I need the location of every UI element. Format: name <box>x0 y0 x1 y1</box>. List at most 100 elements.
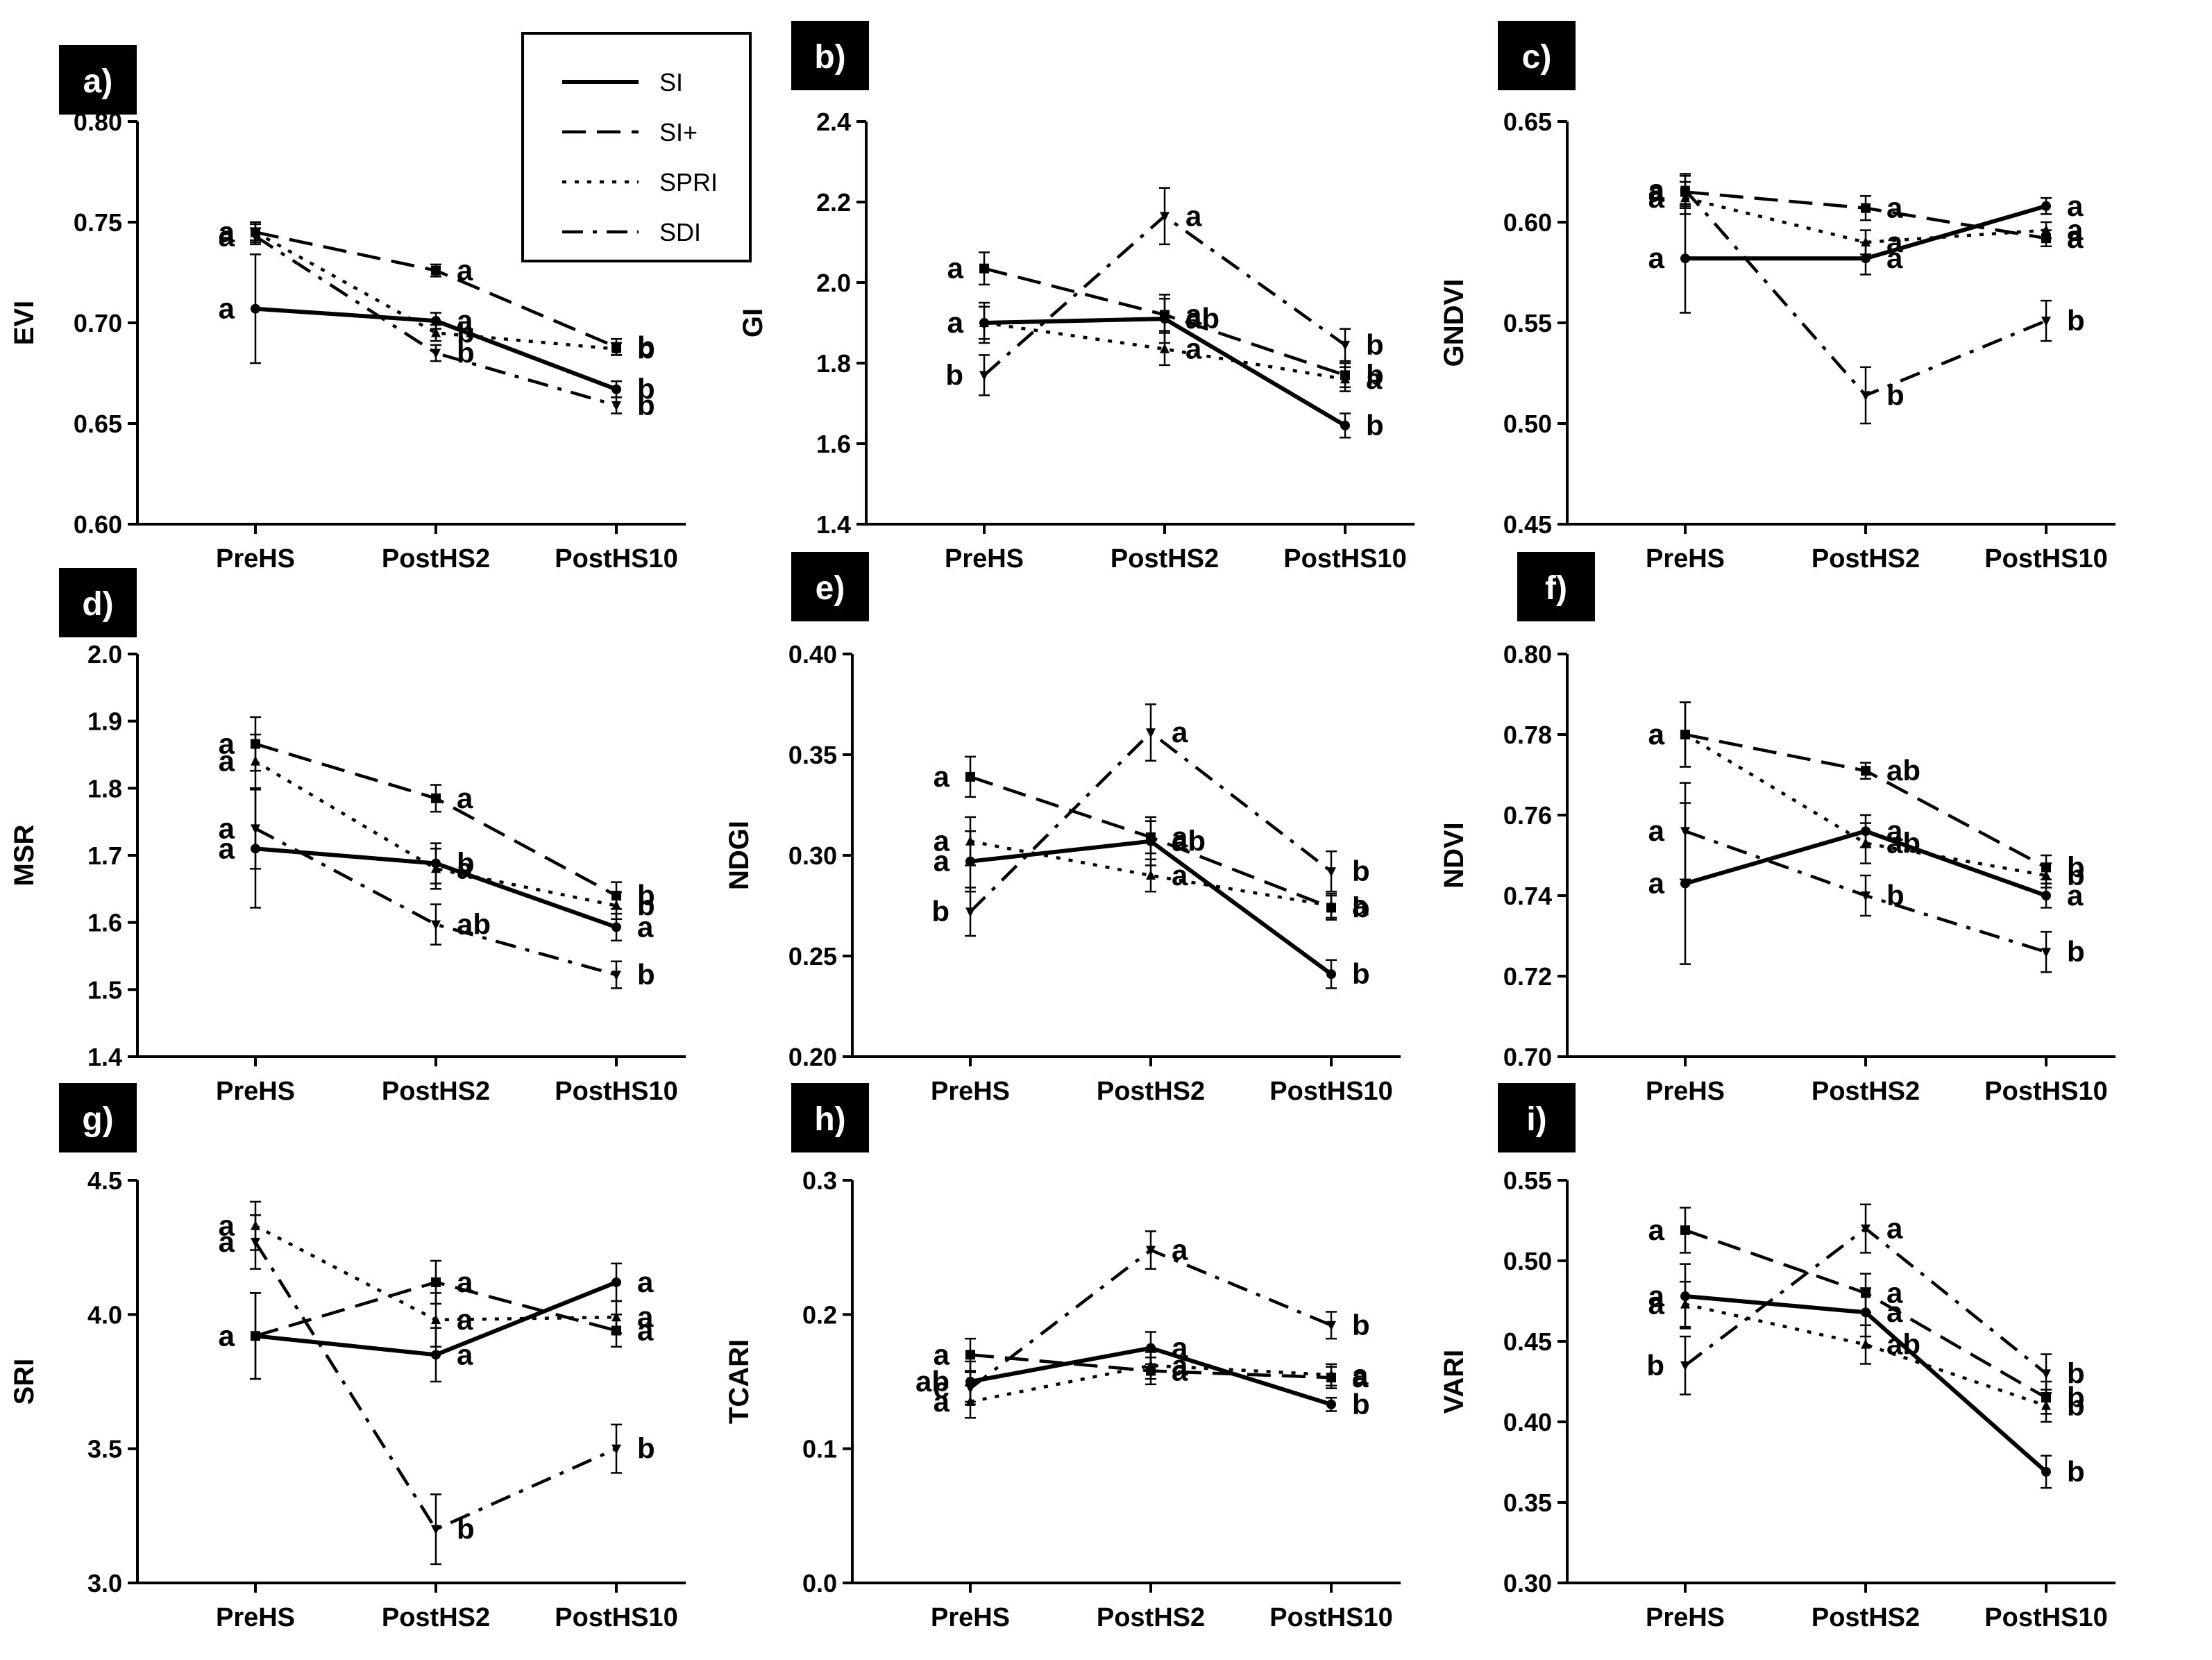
y-tick-label: 0.55 <box>1503 1166 1552 1195</box>
legend: SI SI+ SPRI SDI <box>521 32 752 262</box>
y-tick-label: 0.35 <box>788 741 837 769</box>
significance-letter: a <box>457 254 473 287</box>
significance-letter: b <box>2067 1357 2085 1389</box>
significance-letter: a <box>457 1338 473 1370</box>
significance-letter: a <box>1648 174 1665 206</box>
x-tick-label: PreHS <box>1646 1603 1725 1632</box>
y-tick-label: 0.35 <box>1503 1489 1552 1517</box>
significance-letter: a <box>219 1225 235 1258</box>
y-axis-label: NDVI <box>1439 822 1469 889</box>
series-SPRI: aaa <box>947 301 1383 395</box>
significance-letter: b <box>945 358 963 391</box>
data-point <box>979 317 989 327</box>
significance-letter: a <box>1886 1276 1903 1309</box>
significance-letter: b <box>637 373 655 405</box>
significance-letter: a <box>219 292 235 325</box>
x-tick-label: PostHS10 <box>1269 1603 1392 1632</box>
y-tick-label: 0.30 <box>788 841 837 870</box>
data-point <box>1861 253 1871 264</box>
series-SPRI: aab <box>219 733 655 922</box>
significance-letter: a <box>219 1319 235 1352</box>
x-tick-label: PreHS <box>1646 544 1725 573</box>
significance-letter: ab <box>915 1365 949 1398</box>
data-point <box>251 824 260 835</box>
panel-3: d) 1.4 1.5 1.6 1.7 1.8 1.9 2.0 MSR PreHS PostHS2 Po… <box>9 568 686 1106</box>
x-tick-label: PostHS2 <box>1111 544 1219 573</box>
significance-letter: b <box>2067 850 2085 883</box>
significance-letter: a <box>457 1266 473 1298</box>
significance-letter: a <box>1185 298 1202 330</box>
panel-label: g) <box>82 1101 113 1138</box>
significance-letter: b <box>1366 328 1384 361</box>
series-SDI: bab <box>931 703 1370 937</box>
y-axis-label: NDGI <box>724 821 754 890</box>
significance-letter: b <box>1886 378 1905 411</box>
data-point <box>1326 900 1336 910</box>
panel-label: c) <box>1522 39 1552 76</box>
significance-letter: ab <box>1886 827 1920 860</box>
significance-letter: b <box>931 895 949 928</box>
panel-label-box <box>791 1083 869 1152</box>
panel-label: b) <box>814 39 845 76</box>
data-point <box>1340 420 1350 430</box>
x-tick-label: PostHS10 <box>555 1077 677 1106</box>
y-axis-label: EVI <box>9 301 40 345</box>
significance-letter: a <box>2067 879 2084 912</box>
significance-letter: b <box>1352 855 1370 887</box>
panel-label-box <box>1498 1083 1576 1152</box>
significance-letter: a <box>934 760 950 793</box>
data-point <box>611 384 621 394</box>
y-axis-label: VARI <box>1439 1350 1469 1414</box>
panel-7: h) 0.0 0.1 0.2 0.3 TCARI PreHS PostHS2 PostHS10 a… <box>724 1083 1401 1632</box>
y-tick-label: 0.50 <box>1503 1247 1552 1275</box>
significance-letter: a <box>637 1314 654 1347</box>
data-point <box>1326 1399 1336 1409</box>
series-SDI: cab <box>934 1230 1370 1406</box>
y-tick-label: 2.2 <box>816 188 851 217</box>
significance-letter: a <box>947 252 964 285</box>
y-tick-label: 3.5 <box>87 1435 122 1464</box>
series-SPRI: aab b <box>1648 701 2085 891</box>
significance-letter: b <box>2067 1455 2085 1488</box>
y-tick-label: 0.40 <box>1503 1408 1552 1436</box>
series-SPRI: aaa <box>934 816 1369 922</box>
y-tick-label: 1.8 <box>87 774 122 803</box>
y-tick-label: 0.76 <box>1503 801 1552 830</box>
significance-letter: a <box>457 782 473 814</box>
data-point <box>1146 1246 1156 1256</box>
y-axis-label: SRI <box>9 1359 40 1405</box>
significance-letter: a <box>1886 814 1903 847</box>
legend-label: SI+ <box>659 118 698 146</box>
y-axis-label: MSR <box>9 824 40 886</box>
series-SDI: a b b <box>219 1214 655 1566</box>
data-point <box>611 401 621 411</box>
x-tick-label: PostHS10 <box>555 1603 677 1632</box>
data-point <box>1861 1339 1871 1349</box>
y-tick-label: 1.8 <box>816 349 851 378</box>
panel-label-box <box>791 552 869 621</box>
significance-letter: a <box>219 812 235 844</box>
data-point <box>979 263 989 274</box>
panel-label: a) <box>83 63 113 100</box>
y-tick-label: 2.0 <box>816 269 851 297</box>
panel-2: c) 0.45 0.50 0.55 0.60 0.65 GNDVI PreHS PostHS2 P… <box>1439 21 2116 573</box>
significance-letter: a <box>219 1319 235 1352</box>
series-SI: a a b <box>219 253 655 405</box>
significance-letter: ab <box>457 908 491 941</box>
data-point <box>1861 766 1871 776</box>
x-tick-label: PostHS2 <box>1812 544 1920 573</box>
series-SI+: aab b <box>1648 701 2085 883</box>
data-point <box>2041 1400 2051 1410</box>
data-point <box>1861 837 1871 848</box>
x-tick-label: PostHS2 <box>1097 1603 1205 1632</box>
series-line <box>254 230 617 351</box>
series-SDI: bab <box>1646 1203 2085 1395</box>
y-tick-label: 3.0 <box>87 1569 122 1598</box>
legend-label: SI <box>659 68 683 97</box>
data-point <box>431 1350 441 1360</box>
data-point <box>251 232 260 242</box>
significance-letter: a <box>934 845 950 878</box>
